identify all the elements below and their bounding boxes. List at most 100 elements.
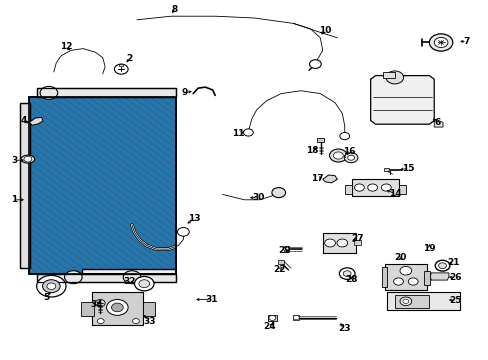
Text: 11: 11 [232, 129, 244, 138]
Bar [293, 315, 299, 320]
Circle shape [40, 86, 58, 99]
Text: 4: 4 [20, 116, 27, 125]
Circle shape [309, 60, 321, 68]
Text: 34: 34 [90, 300, 103, 309]
Circle shape [399, 297, 411, 306]
Text: 19: 19 [422, 244, 435, 253]
Circle shape [243, 129, 253, 136]
Bar [37, 274, 176, 282]
Text: 5: 5 [43, 292, 49, 302]
Text: 3: 3 [12, 156, 18, 165]
Bar [283, 246, 289, 252]
Text: 24: 24 [263, 323, 276, 331]
Circle shape [123, 271, 141, 284]
Circle shape [324, 239, 335, 247]
Bar [394, 295, 428, 308]
Bar [29, 97, 176, 274]
Text: 30: 30 [251, 193, 264, 202]
Bar [37, 88, 176, 97]
Bar [322, 233, 355, 253]
Circle shape [97, 319, 104, 324]
Bar [353, 240, 360, 245]
Bar [384, 168, 388, 171]
Bar [119, 64, 123, 66]
Bar [398, 185, 405, 194]
Circle shape [114, 64, 128, 74]
Circle shape [434, 260, 449, 271]
Circle shape [367, 184, 377, 191]
Circle shape [47, 283, 56, 289]
Text: 29: 29 [278, 246, 290, 255]
Bar [385, 264, 426, 290]
Bar [0, 97, 29, 274]
Circle shape [433, 37, 447, 48]
Text: 1: 1 [11, 195, 17, 204]
Circle shape [407, 278, 417, 285]
Circle shape [402, 299, 408, 303]
Polygon shape [370, 76, 433, 124]
Bar [317, 138, 324, 142]
Bar [380, 243, 475, 314]
Circle shape [42, 280, 60, 293]
Text: 6: 6 [434, 118, 440, 127]
Circle shape [139, 280, 149, 288]
Text: 2: 2 [126, 54, 132, 63]
Bar [424, 271, 429, 285]
Bar [176, 97, 488, 274]
Circle shape [381, 184, 390, 191]
Text: 22: 22 [273, 265, 285, 274]
Bar [143, 302, 155, 316]
Bar [0, 274, 488, 360]
Circle shape [283, 247, 289, 251]
Circle shape [393, 278, 403, 285]
Bar [277, 260, 283, 264]
Circle shape [385, 71, 403, 84]
Bar [37, 88, 176, 97]
Circle shape [339, 268, 354, 279]
Circle shape [132, 319, 139, 324]
Circle shape [64, 271, 82, 284]
Polygon shape [429, 273, 448, 280]
Circle shape [354, 184, 364, 191]
Bar [344, 185, 351, 194]
Circle shape [177, 228, 189, 236]
Circle shape [438, 263, 446, 269]
Circle shape [333, 152, 343, 159]
Circle shape [329, 149, 346, 162]
Ellipse shape [21, 155, 35, 163]
Circle shape [336, 239, 347, 247]
Bar [382, 72, 394, 78]
Circle shape [95, 300, 105, 307]
Text: 26: 26 [448, 274, 461, 282]
Text: 14: 14 [388, 189, 401, 198]
Circle shape [343, 271, 350, 276]
Circle shape [344, 153, 357, 163]
Text: 18: 18 [305, 146, 318, 155]
Text: 27: 27 [351, 234, 364, 243]
Circle shape [347, 155, 354, 160]
Text: 20: 20 [393, 253, 406, 262]
Text: 32: 32 [123, 277, 136, 286]
Polygon shape [433, 119, 442, 127]
Circle shape [37, 275, 66, 297]
Circle shape [106, 300, 128, 315]
Bar [37, 274, 176, 282]
Bar [29, 97, 176, 274]
Polygon shape [322, 175, 337, 183]
Text: 7: 7 [463, 37, 469, 46]
Bar [351, 179, 398, 196]
Text: 12: 12 [60, 42, 72, 51]
Text: 23: 23 [338, 324, 350, 333]
Text: 15: 15 [401, 164, 414, 173]
Bar [92, 292, 143, 325]
Bar [81, 302, 94, 316]
Bar [20, 103, 30, 268]
Bar [20, 103, 30, 268]
Text: 21: 21 [447, 258, 459, 266]
Bar [386, 292, 459, 310]
Bar [267, 315, 276, 321]
Circle shape [293, 315, 299, 320]
Bar [29, 97, 176, 274]
Circle shape [271, 188, 285, 198]
Bar [82, 269, 188, 329]
